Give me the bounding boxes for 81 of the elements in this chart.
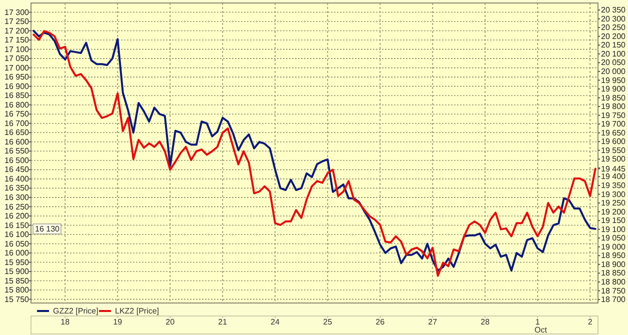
- y-tick-label: 17 000: [4, 63, 30, 72]
- y2-tick-label: 19 050: [601, 234, 626, 243]
- x-tick-label: 21: [218, 318, 228, 327]
- y-tick-label: 16 700: [4, 118, 30, 128]
- y2-tick-label: 19 000: [601, 242, 626, 252]
- legend-label: LKZ2 [Price]: [115, 306, 160, 316]
- y2-tick-label: 20 050: [601, 58, 626, 68]
- y-tick-label: 15 850: [4, 276, 30, 286]
- y-tick-label: 15 950: [4, 258, 30, 267]
- y-tick-label: 17 100: [4, 44, 30, 54]
- y2-tick-label: 19 100: [601, 224, 626, 234]
- x-tick-label: 24: [270, 318, 280, 327]
- y2-tick-label: 19 800: [601, 102, 626, 112]
- y2-tick-label: 19 700: [601, 120, 626, 129]
- y2-tick-label: 20 100: [601, 49, 626, 58]
- y-tick-label: 16 900: [4, 82, 30, 91]
- legend-label: GZZ2 [Price]: [53, 306, 98, 316]
- y-tick-label: 17 050: [4, 54, 30, 64]
- y-tick-label: 16 950: [4, 72, 30, 82]
- y-tick-label: 16 650: [4, 128, 30, 138]
- y-tick-label: 15 800: [4, 286, 30, 295]
- y2-tick-label: 18 900: [601, 260, 626, 269]
- y2-tick-label: 19 445: [601, 164, 626, 174]
- y-tick-label: 17 250: [4, 17, 30, 26]
- x-tick-label: 2: [588, 318, 593, 327]
- y-tick-label: 15 900: [4, 267, 30, 276]
- y2-tick-label: 20 150: [601, 40, 626, 50]
- y-tick-label: 16 750: [4, 110, 30, 119]
- y-tick-label: 16 050: [4, 239, 30, 248]
- y-tick-label: 16 000: [4, 248, 30, 258]
- y2-tick-label: 19 250: [601, 198, 626, 208]
- x-tick-label: 20: [166, 318, 176, 327]
- y-tick-label: 15 750: [4, 294, 30, 304]
- y-tick-label: 17 200: [4, 26, 30, 36]
- y-tick-label: 16 850: [4, 91, 30, 100]
- y2-tick-label: 18 800: [601, 278, 626, 287]
- y-tick-label: 16 150: [4, 220, 30, 230]
- y-tick-label: 16 100: [4, 230, 30, 240]
- y2-tick-label: 19 200: [601, 207, 626, 216]
- y-tick-label: 16 500: [4, 156, 30, 165]
- y-tick-label: 16 400: [4, 174, 30, 184]
- x-tick-label: 19: [113, 318, 123, 327]
- y2-tick-label: 18 950: [601, 251, 626, 260]
- y2-tick-label: 19 550: [601, 146, 626, 155]
- y-tick-label: 16 250: [4, 202, 30, 212]
- y2-tick-label: 19 350: [601, 181, 626, 190]
- y-tick-label: 16 200: [4, 212, 30, 221]
- y-tick-label: 16 800: [4, 100, 30, 110]
- annotation: 16 130: [35, 224, 60, 234]
- x-tick-label: 28: [480, 318, 490, 327]
- y-tick-label: 16 450: [4, 165, 30, 174]
- x-tick-label: 26: [376, 318, 386, 327]
- x-tick-label: 18: [60, 318, 70, 327]
- y2-tick-label: 19 750: [601, 110, 626, 120]
- y-tick-label: 16 600: [4, 137, 30, 146]
- y2-tick-label: 19 850: [601, 93, 626, 102]
- y2-tick-label: 19 150: [601, 216, 626, 226]
- y2-tick-label: 19 400: [601, 172, 626, 182]
- y-tick-label: 16 300: [4, 193, 30, 202]
- y2-tick-label: 18 750: [601, 286, 626, 296]
- y2-tick-label: 19 500: [601, 154, 626, 164]
- y2-tick-label: 20 000: [601, 66, 626, 76]
- y-tick-label: 16 350: [4, 184, 30, 193]
- y2-tick-label: 20 250: [601, 23, 626, 32]
- y2-tick-label: 18 850: [601, 268, 626, 278]
- y2-tick-label: 19 600: [601, 137, 626, 146]
- y2-tick-label: 19 950: [601, 76, 626, 85]
- y2-tick-label: 19 650: [601, 128, 626, 138]
- y2-tick-label: 19 900: [601, 84, 626, 94]
- text: Oct: [534, 326, 548, 335]
- y2-tick-label: 20 350: [601, 6, 626, 15]
- y2-tick-label: 20 300: [601, 14, 626, 24]
- y2-tick-label: 18 700: [601, 295, 626, 304]
- x-tick-label: 27: [428, 318, 438, 327]
- y-tick-label: 16 550: [4, 146, 30, 156]
- y-tick-label: 17 300: [4, 8, 30, 17]
- y2-tick-label: 20 200: [601, 32, 626, 41]
- x-tick-label: 25: [323, 318, 333, 327]
- y2-tick-label: 19 300: [601, 190, 626, 199]
- y-tick-label: 17 150: [4, 36, 30, 45]
- x-tick-label: 1: [535, 318, 540, 327]
